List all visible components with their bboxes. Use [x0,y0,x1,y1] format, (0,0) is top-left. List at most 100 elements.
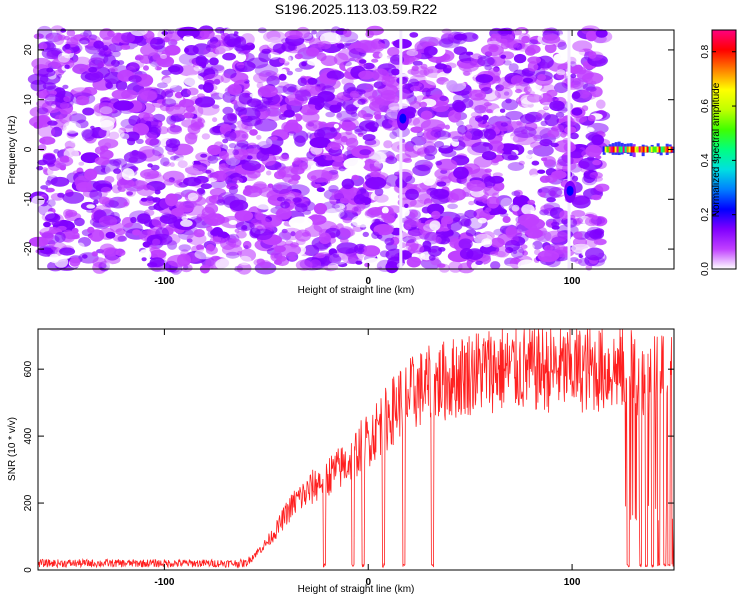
spectral-cell [506,136,519,142]
spectral-cell [72,82,86,92]
spectral-cell [507,162,525,171]
snr-marks [37,328,675,569]
spectral-cell [481,151,497,161]
spectral-cell [349,90,359,99]
spectral-cell [274,170,286,180]
spectral-cell [164,44,181,56]
spectral-cell [573,231,583,239]
spectral-cell [203,47,220,58]
spectral-cell [588,51,597,59]
spectral-cell [306,47,320,57]
spectral-cell [367,121,376,126]
spectral-cell [93,199,99,205]
spectral-cell [275,85,288,94]
spectral-cell [330,127,336,133]
spectral-cell [457,125,468,135]
spectral-cell [281,69,287,74]
spectral-cell [54,231,66,243]
spectral-cell [501,99,519,111]
spectral-cell [447,203,458,210]
spectral-cell [501,150,517,161]
band-cell [642,146,645,153]
spectral-cell [357,98,366,105]
spectral-cell [327,262,339,271]
spectral-cell [403,158,413,163]
spectral-cell [336,110,359,122]
spectral-cell [283,109,295,118]
spectral-cell [279,180,285,185]
spectral-cell [73,56,92,70]
spectral-cell [131,197,142,205]
spectral-cell [128,115,141,126]
spectral-cell [118,187,126,192]
spectral-cell [570,73,577,79]
spectral-cell [465,51,474,56]
spectral-cell [365,30,375,38]
spectral-cell [105,231,116,239]
spectral-cell [527,85,537,93]
spectral-cell [591,194,602,201]
spectral-cell [436,263,446,268]
spectral-cell [113,168,122,174]
spectral-cell [37,68,56,78]
spectral-cell [470,111,483,119]
spectral-cell [368,150,387,162]
spectral-cell [412,164,431,177]
spectral-cell [146,126,161,139]
spectral-cell [403,217,422,228]
spectral-cell [222,154,229,161]
spectral-cell [115,249,126,257]
spectral-cell [539,192,546,198]
x-tick-label: -100 [154,276,174,287]
spectral-cell [585,237,598,248]
spectral-cell [154,66,162,71]
spectral-cell [544,174,558,183]
spectral-cell [423,223,439,232]
spectral-cell [405,175,416,184]
spectral-cell [102,45,109,51]
spectral-cell [517,259,537,271]
spectral-cell [69,257,81,267]
spectral-cell [286,70,293,76]
spectral-cell [555,160,577,172]
spectral-cell [51,104,56,109]
spectral-cell [278,73,287,81]
spectral-cell [401,208,410,217]
spectral-cell [307,77,318,85]
spectral-cell [489,251,499,256]
spectral-cell [45,180,52,186]
spectral-cell [86,208,95,213]
spectral-cell [409,209,419,218]
spectral-cell [181,216,188,221]
spectral-cell [210,91,218,97]
spectral-cell [99,119,115,131]
spectral-cell [318,232,332,245]
spectral-cell [362,134,376,141]
spectral-cell [489,175,504,184]
spectral-cell [586,127,595,132]
spectral-cell [268,51,280,60]
spectral-cell [499,212,509,217]
spectral-cell [152,54,160,61]
spectral-cell [485,207,492,212]
spectral-cell [228,143,237,149]
spectral-cell [429,220,441,231]
spectral-cell [292,197,302,203]
spectral-cell [226,180,237,188]
spectral-cell [516,120,522,126]
spectral-cell [505,226,517,238]
spectral-cell [217,192,236,205]
spectral-cell [330,143,341,151]
spectral-cell [342,217,352,224]
spectral-cell [105,128,125,140]
spectral-cell [553,53,568,64]
spectral-cell [444,62,457,69]
spectral-cell [351,174,359,181]
spectral-cell [343,28,352,38]
spectral-cell [528,39,539,45]
spectral-cell [143,113,155,122]
band-cell [638,146,641,153]
spectral-cell [159,214,178,224]
spectral-cell [410,126,424,133]
